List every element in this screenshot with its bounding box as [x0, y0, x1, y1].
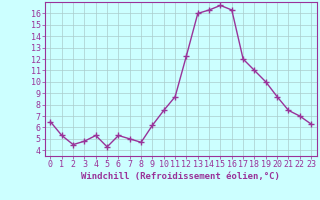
- X-axis label: Windchill (Refroidissement éolien,°C): Windchill (Refroidissement éolien,°C): [81, 172, 280, 181]
